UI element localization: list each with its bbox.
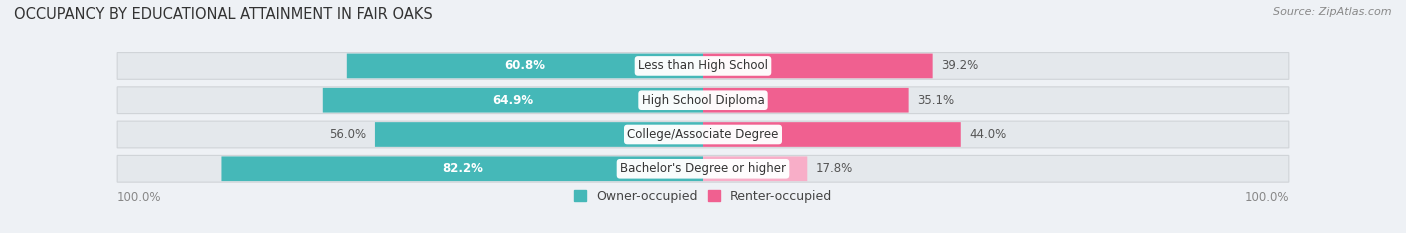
FancyBboxPatch shape [375,122,703,147]
Text: Less than High School: Less than High School [638,59,768,72]
Text: 100.0%: 100.0% [1244,191,1289,204]
FancyBboxPatch shape [703,156,807,181]
FancyBboxPatch shape [117,53,1289,79]
FancyBboxPatch shape [703,54,932,78]
Text: 35.1%: 35.1% [917,94,955,107]
Text: 17.8%: 17.8% [815,162,853,175]
Text: OCCUPANCY BY EDUCATIONAL ATTAINMENT IN FAIR OAKS: OCCUPANCY BY EDUCATIONAL ATTAINMENT IN F… [14,7,433,22]
Legend: Owner-occupied, Renter-occupied: Owner-occupied, Renter-occupied [574,190,832,203]
FancyBboxPatch shape [703,88,908,113]
FancyBboxPatch shape [222,156,703,181]
Text: 100.0%: 100.0% [117,191,162,204]
Text: College/Associate Degree: College/Associate Degree [627,128,779,141]
FancyBboxPatch shape [703,122,960,147]
Text: 39.2%: 39.2% [942,59,979,72]
FancyBboxPatch shape [117,87,1289,113]
FancyBboxPatch shape [117,155,1289,182]
Text: 82.2%: 82.2% [441,162,482,175]
Text: 56.0%: 56.0% [329,128,366,141]
Text: 60.8%: 60.8% [505,59,546,72]
Text: Bachelor's Degree or higher: Bachelor's Degree or higher [620,162,786,175]
Text: 44.0%: 44.0% [970,128,1007,141]
FancyBboxPatch shape [347,54,703,78]
FancyBboxPatch shape [323,88,703,113]
Text: 64.9%: 64.9% [492,94,533,107]
Text: Source: ZipAtlas.com: Source: ZipAtlas.com [1274,7,1392,17]
Text: High School Diploma: High School Diploma [641,94,765,107]
FancyBboxPatch shape [117,121,1289,148]
